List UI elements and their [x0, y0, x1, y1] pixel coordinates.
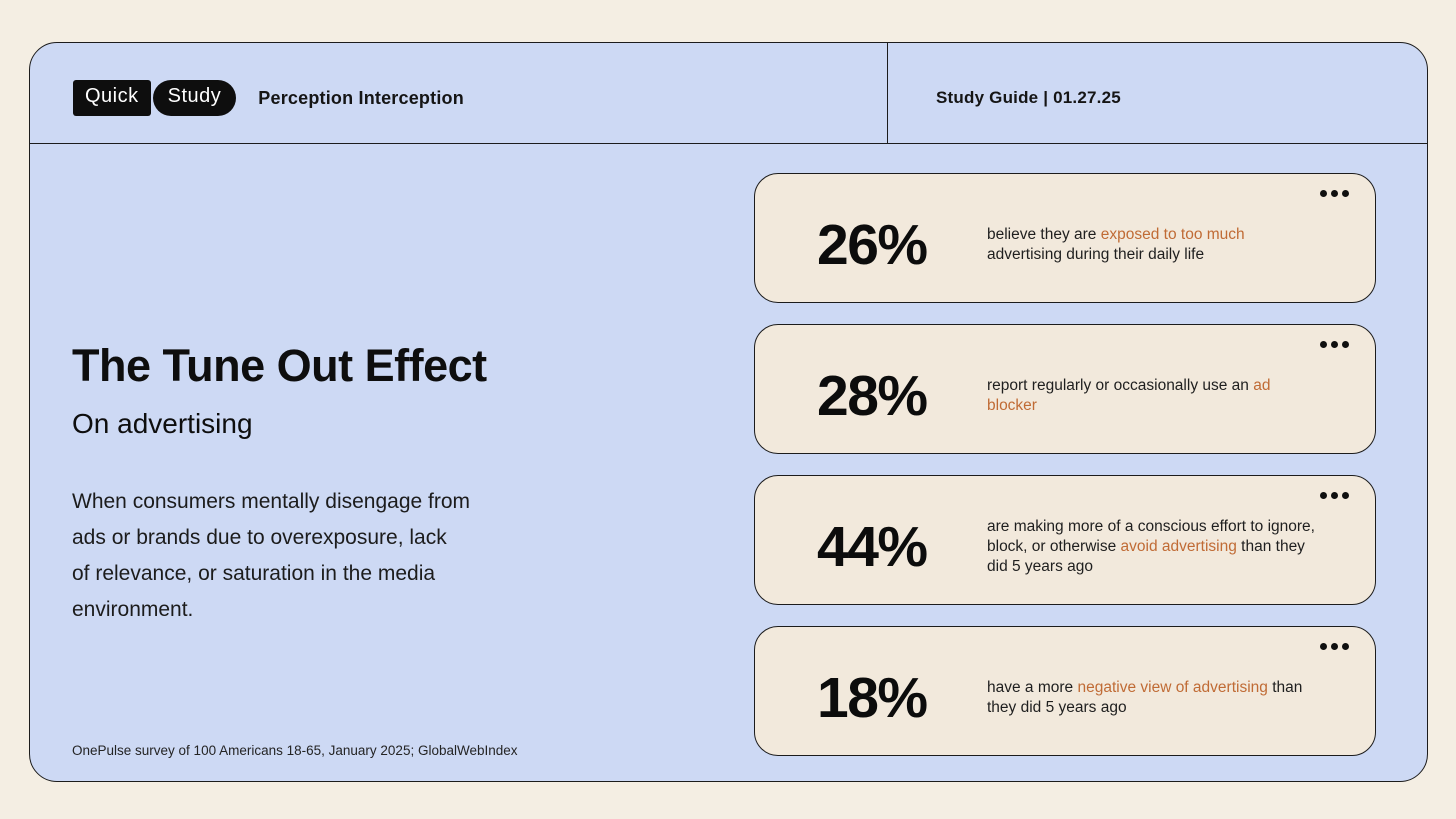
slide-panel: Quick Study Perception Interception Stud… [29, 42, 1428, 782]
stat-description: are making more of a conscious effort to… [987, 517, 1359, 577]
page-subtitle: On advertising [72, 408, 253, 439]
highlighted-text: ad [1253, 377, 1271, 394]
plain-text: than they [1236, 538, 1305, 555]
stat-value: 26% [817, 213, 928, 277]
plain-text: have a more [987, 679, 1078, 696]
ellipsis-dot [1320, 492, 1327, 499]
ellipsis-dot [1342, 643, 1349, 650]
ellipsis-dot [1320, 643, 1327, 650]
stat-card: 26% believe they are exposed to too much a… [754, 173, 1376, 303]
ellipsis-dot [1331, 643, 1338, 650]
plain-text: than [1267, 679, 1303, 696]
source-note: OnePulse survey of 100 Americans 18-65, … [72, 743, 518, 758]
stat-description: have a more negative view of advertising… [987, 678, 1359, 718]
header-right-section: Study Guide | 01.27.25 [888, 43, 1427, 143]
logo-quick-badge: Quick [73, 80, 151, 116]
plain-text: are making more of a conscious effort to… [987, 518, 1315, 535]
plain-text: they did 5 years ago [987, 699, 1127, 716]
ellipsis-dot [1320, 341, 1327, 348]
stat-cards: 26% believe they are exposed to too much a… [754, 173, 1376, 756]
definition-text: When consumers mentally disengage from ad… [72, 490, 471, 621]
highlighted-text: negative view of advertising [1077, 679, 1268, 696]
logo-study-badge: Study [152, 80, 237, 116]
stat-value: 18% [817, 666, 928, 730]
quick-study-logo: Quick Study [73, 80, 237, 116]
ellipsis-dot [1331, 190, 1338, 197]
stat-value: 28% [817, 364, 928, 428]
plain-text: advertising during their daily life [987, 246, 1205, 263]
highlighted-text: avoid advertising [1120, 538, 1237, 555]
ellipsis-icon[interactable] [1320, 643, 1349, 650]
issue-meta: Study Guide | 01.27.25 [936, 88, 1121, 107]
plain-text: block, or otherwise [987, 538, 1121, 555]
plain-text: did 5 years ago [987, 558, 1093, 575]
ellipsis-dot [1342, 492, 1349, 499]
stat-description: believe they are exposed to too much adve… [987, 225, 1359, 265]
ellipsis-dot [1331, 492, 1338, 499]
plain-text: believe they are [987, 226, 1101, 243]
header: Quick Study Perception Interception Stud… [30, 43, 1427, 144]
ellipsis-icon[interactable] [1320, 341, 1349, 348]
edition-title: Perception Interception [258, 87, 464, 108]
ellipsis-dot [1342, 341, 1349, 348]
highlighted-text: blocker [987, 397, 1037, 414]
stat-card: 18% have a more negative view of advertis… [754, 626, 1376, 756]
ellipsis-dot [1342, 190, 1349, 197]
header-left-section: Quick Study Perception Interception [30, 43, 888, 143]
page-title: The Tune Out Effect [72, 340, 487, 391]
stat-card: 44% are making more of a conscious effort… [754, 475, 1376, 605]
ellipsis-icon[interactable] [1320, 190, 1349, 197]
stat-description: report regularly or occasionally use an … [987, 376, 1359, 416]
ellipsis-dot [1320, 190, 1327, 197]
stat-card: 28% report regularly or occasionally use … [754, 324, 1376, 454]
highlighted-text: exposed to too much [1100, 226, 1245, 243]
stat-value: 44% [817, 515, 928, 579]
ellipsis-icon[interactable] [1320, 492, 1349, 499]
plain-text: report regularly or occasionally use an [987, 377, 1254, 394]
ellipsis-dot [1331, 341, 1338, 348]
